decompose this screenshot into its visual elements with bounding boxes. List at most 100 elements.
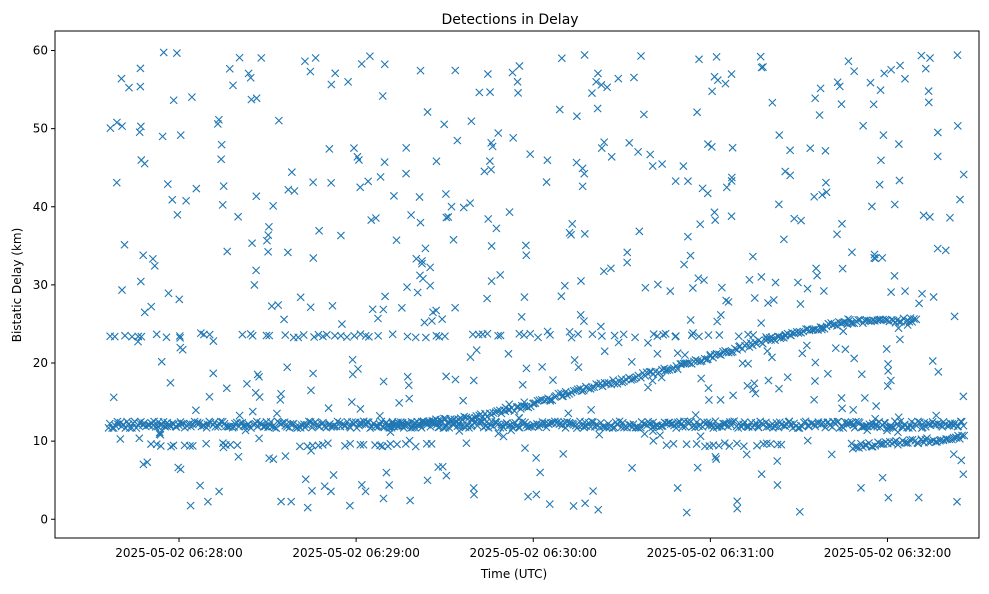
data-point	[644, 383, 653, 392]
data-point	[917, 51, 926, 60]
data-point	[168, 195, 177, 204]
data-point	[691, 410, 700, 419]
data-point	[686, 251, 695, 260]
data-point	[158, 132, 167, 141]
data-point	[545, 330, 554, 339]
data-point	[565, 327, 574, 336]
data-point	[353, 152, 362, 161]
data-point	[379, 494, 388, 503]
data-point	[192, 184, 201, 193]
y-tick-label: 50	[33, 122, 48, 136]
data-point	[185, 441, 194, 450]
data-point	[722, 296, 731, 305]
data-point	[725, 442, 734, 450]
data-point	[640, 429, 649, 438]
data-point	[700, 354, 709, 363]
data-point	[810, 395, 819, 404]
x-axis-label: Time (UTC)	[480, 567, 547, 581]
data-point	[350, 331, 359, 340]
data-point	[662, 441, 671, 450]
data-point	[265, 454, 274, 463]
data-point	[953, 121, 962, 130]
data-point	[860, 393, 869, 402]
data-point	[309, 178, 318, 187]
data-point	[781, 167, 790, 176]
data-point	[757, 470, 766, 479]
data-point	[914, 417, 923, 426]
data-point	[598, 382, 607, 391]
data-point	[704, 331, 713, 340]
data-point	[238, 330, 247, 339]
data-point	[875, 315, 884, 324]
data-point	[859, 121, 868, 130]
data-point	[628, 463, 637, 472]
data-point	[205, 392, 214, 401]
data-point	[499, 432, 508, 441]
data-point	[214, 115, 223, 124]
data-point	[732, 439, 741, 448]
data-point	[771, 278, 780, 287]
data-point	[892, 436, 901, 445]
data-point	[415, 192, 424, 201]
data-point	[164, 289, 173, 298]
data-point	[405, 436, 414, 445]
data-point	[878, 473, 887, 482]
data-point	[721, 79, 730, 88]
data-point	[215, 487, 224, 496]
data-point	[773, 440, 782, 449]
data-point	[564, 409, 573, 418]
data-point	[653, 280, 662, 289]
data-point	[255, 434, 264, 443]
data-point	[137, 156, 146, 165]
data-point	[767, 333, 776, 342]
data-point	[733, 504, 742, 513]
data-point	[420, 318, 429, 327]
data-point	[716, 395, 725, 404]
data-point	[346, 439, 355, 448]
data-point	[326, 487, 335, 496]
data-point	[803, 436, 812, 445]
data-point	[565, 389, 574, 398]
data-point	[956, 195, 964, 204]
data-point	[714, 441, 723, 450]
data-point	[922, 434, 931, 443]
data-point	[588, 330, 597, 339]
data-point	[421, 333, 430, 342]
data-point	[925, 212, 934, 221]
data-point	[562, 390, 571, 399]
data-point	[607, 152, 616, 161]
data-point	[795, 507, 804, 516]
data-point	[879, 131, 888, 140]
data-point	[118, 122, 127, 131]
data-point	[274, 116, 283, 125]
data-point	[402, 169, 411, 178]
data-point	[876, 156, 885, 165]
data-point	[657, 373, 666, 382]
data-point	[152, 330, 161, 339]
data-point	[125, 83, 133, 92]
data-point	[402, 143, 411, 152]
data-point	[188, 441, 197, 450]
data-point	[252, 266, 261, 275]
data-point	[515, 329, 524, 338]
data-point	[203, 497, 212, 506]
data-point	[958, 431, 966, 440]
data-point	[373, 314, 382, 323]
data-point	[135, 434, 144, 443]
data-point	[839, 327, 848, 336]
data-point	[894, 140, 903, 149]
data-point	[918, 289, 927, 298]
data-point	[751, 389, 760, 398]
data-point	[252, 192, 261, 201]
data-point	[217, 155, 226, 164]
data-point	[953, 497, 961, 506]
data-point	[187, 93, 196, 102]
data-point	[487, 277, 496, 286]
data-point	[733, 497, 742, 506]
data-point	[520, 293, 529, 302]
data-point	[890, 200, 899, 209]
points-layer	[104, 48, 969, 517]
data-point	[136, 64, 145, 73]
data-point	[117, 74, 126, 83]
x-tick-label: 2025-05-02 06:30:00	[470, 546, 597, 560]
